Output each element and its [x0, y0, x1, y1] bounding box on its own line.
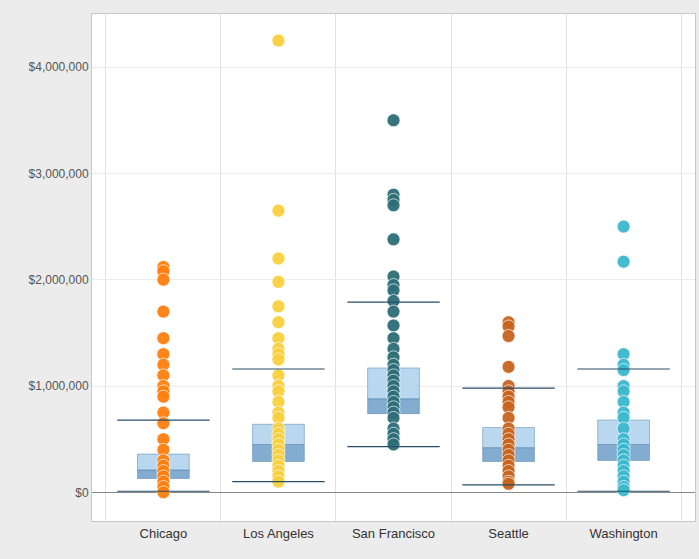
svg-text:Seattle: Seattle: [488, 526, 528, 541]
svg-text:$4,000,000: $4,000,000: [29, 60, 89, 74]
svg-text:$0: $0: [75, 486, 89, 500]
svg-text:San Francisco: San Francisco: [352, 526, 435, 541]
svg-text:Chicago: Chicago: [140, 526, 188, 541]
svg-text:$2,000,000: $2,000,000: [29, 273, 89, 287]
svg-text:$1,000,000: $1,000,000: [29, 379, 89, 393]
svg-text:$3,000,000: $3,000,000: [29, 167, 89, 181]
svg-text:Washington: Washington: [590, 526, 658, 541]
svg-text:Los Angeles: Los Angeles: [243, 526, 314, 541]
